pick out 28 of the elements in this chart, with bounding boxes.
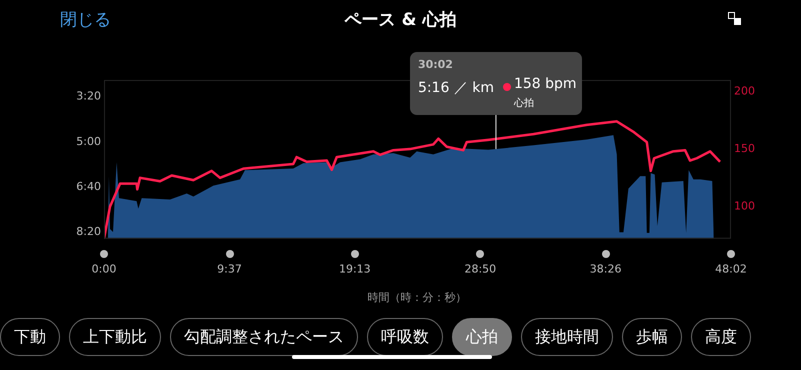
x-tick-label: 38:26 (590, 262, 622, 276)
text: 歩幅 (622, 318, 682, 356)
text: 呼吸数 (367, 318, 443, 356)
y2-tick-label: 200 (734, 84, 755, 98)
y-tick-label: 5:00 (76, 134, 101, 148)
text: 下動 (0, 318, 60, 356)
text: 高度 (691, 318, 751, 356)
x-tick-label: 19:13 (338, 262, 371, 276)
text: 30:02 (418, 58, 453, 71)
y-tick-label: 3:20 (76, 90, 101, 103)
y2-tick-label: 150 (734, 142, 755, 155)
x-tick-label: 28:50 (464, 262, 496, 276)
text: 閉じる (60, 9, 111, 31)
x-axis-title: 時間（時：分：秒） (366, 290, 468, 305)
x-tick-label: 9:37 (217, 262, 242, 276)
annotation: 158 bpm (514, 76, 577, 92)
text: 勾配調整されたペース (170, 318, 358, 356)
y-tick-label: 8:20 (76, 225, 101, 238)
annotation: 5:16 ／ km (418, 79, 494, 97)
chart-title: ペース & 心拍 (344, 10, 456, 30)
x-tick-label: 0:00 (92, 262, 116, 276)
y2-tick-label: 100 (734, 199, 755, 212)
text: 上下動比 (69, 318, 161, 356)
annotation: 心拍 (514, 96, 534, 110)
x-tick-label: 48:02 (715, 262, 747, 276)
y-tick-label: 6:40 (76, 180, 101, 194)
text: 心拍 (452, 318, 512, 356)
text: 接地時間 (521, 318, 613, 356)
